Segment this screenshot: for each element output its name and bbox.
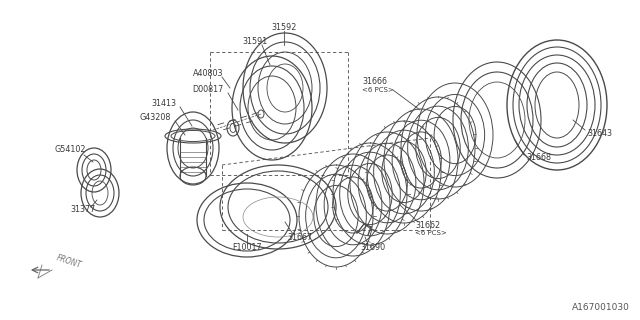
Text: 31643: 31643 [587, 129, 612, 138]
Text: 31591: 31591 [243, 37, 268, 46]
Text: FRONT: FRONT [55, 254, 83, 270]
Text: 31662: 31662 [415, 220, 440, 229]
Text: G43208: G43208 [140, 114, 171, 123]
Text: D00817: D00817 [193, 85, 223, 94]
Text: 31668: 31668 [526, 154, 551, 163]
Text: A167001030: A167001030 [572, 303, 630, 312]
Text: 31690: 31690 [360, 243, 385, 252]
Text: 31666: 31666 [362, 77, 387, 86]
Text: 31667: 31667 [287, 233, 312, 242]
Text: F10017: F10017 [232, 244, 262, 252]
Text: A40803: A40803 [193, 69, 223, 78]
Text: <6 PCS>: <6 PCS> [415, 230, 447, 236]
Text: 31377: 31377 [70, 205, 95, 214]
Text: 31592: 31592 [271, 23, 297, 33]
Text: G54102: G54102 [54, 146, 86, 155]
Text: 31413: 31413 [152, 100, 177, 108]
Text: <6 PCS>: <6 PCS> [362, 87, 394, 93]
